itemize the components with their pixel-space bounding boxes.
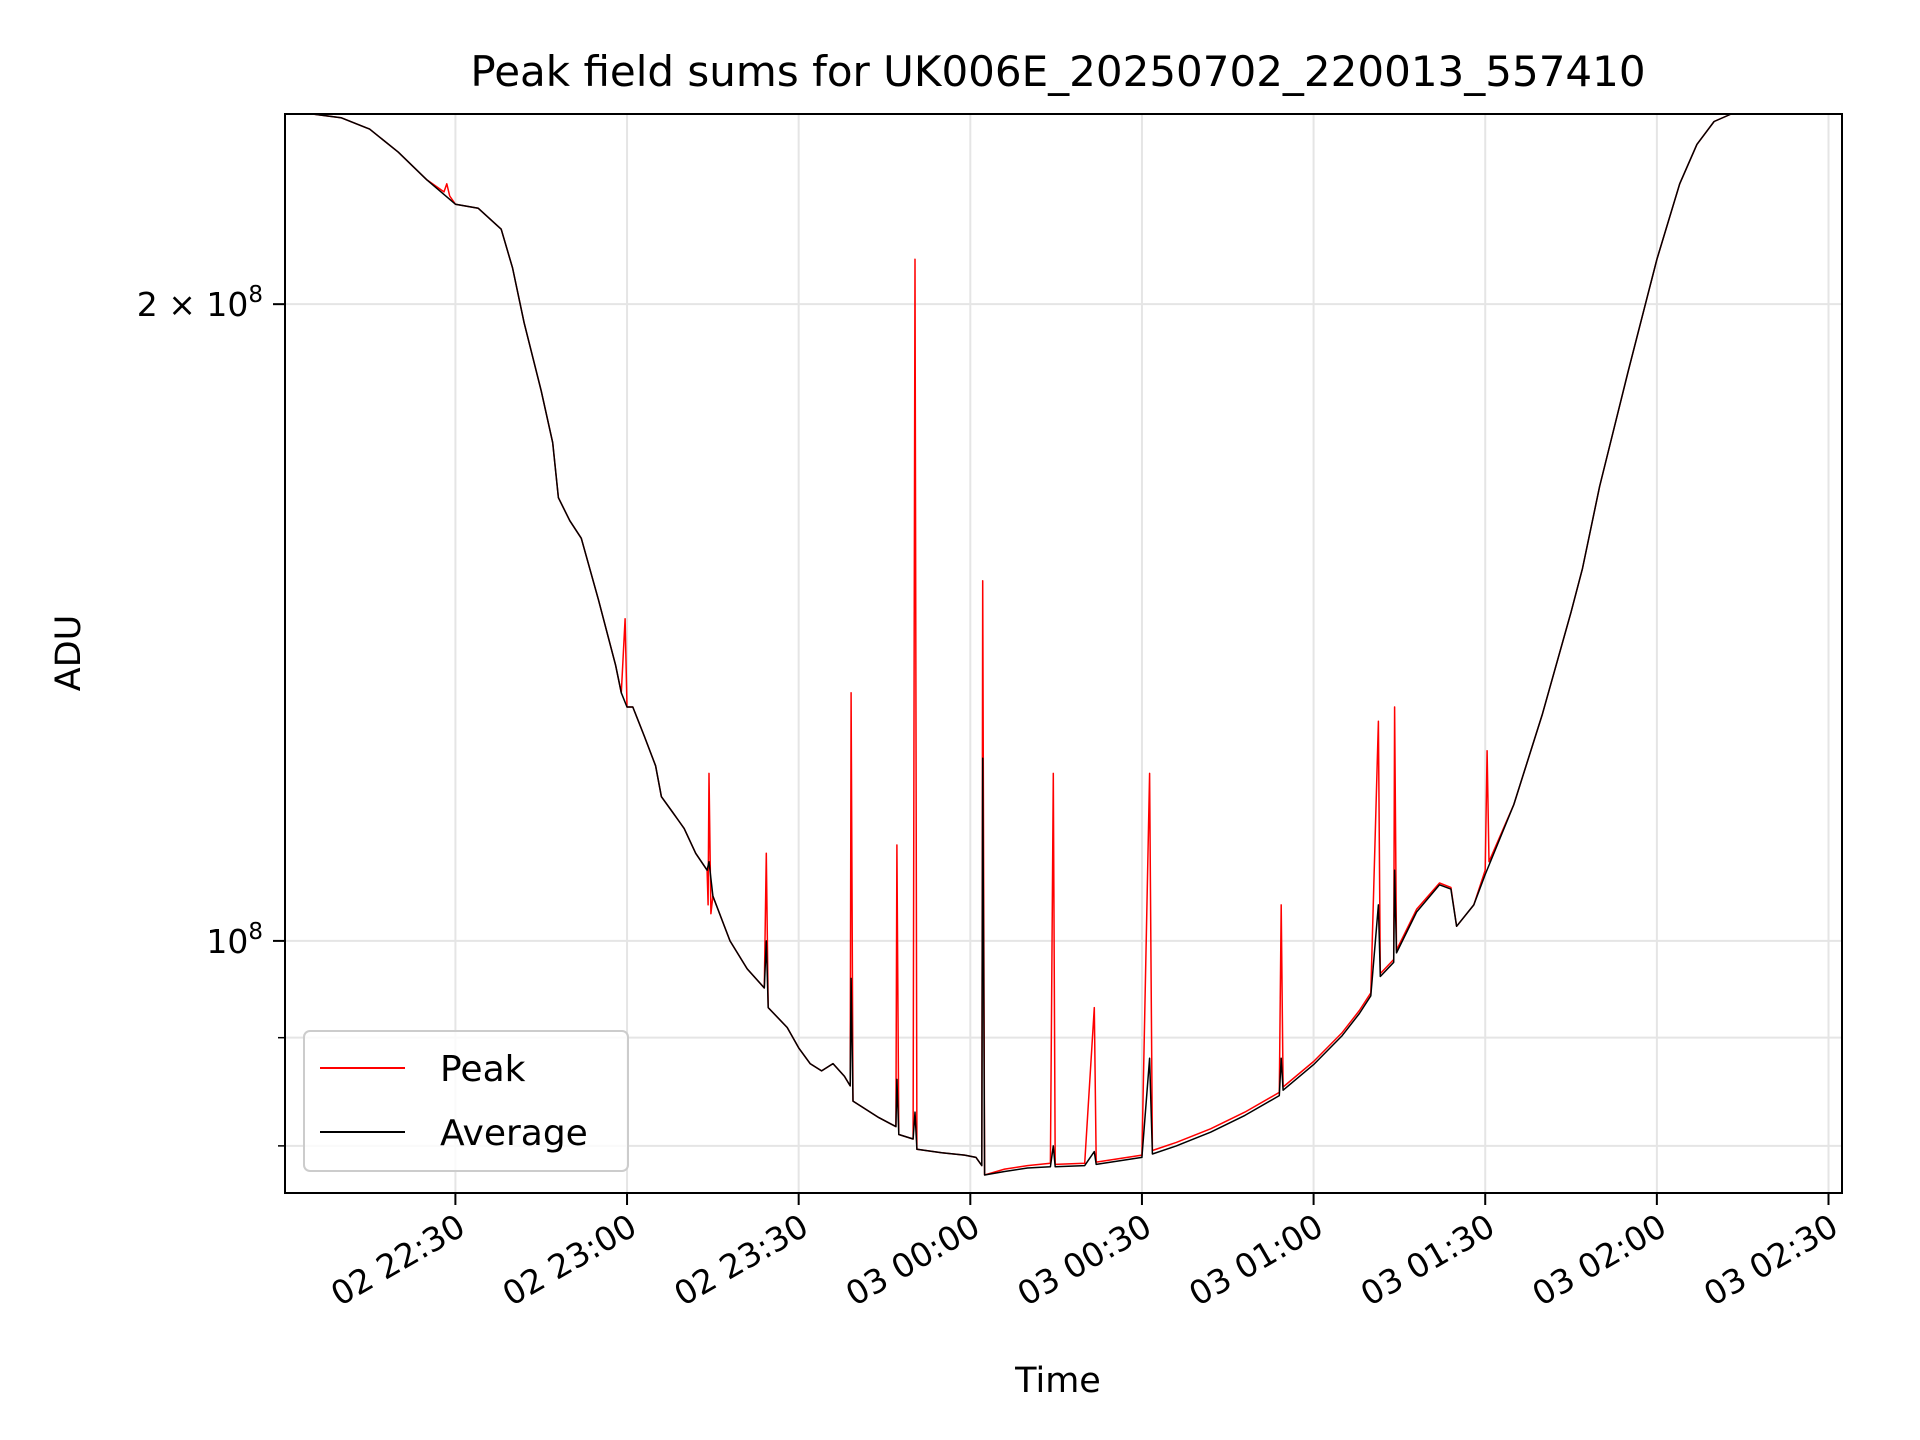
legend-box: [303, 1030, 629, 1172]
y-tick-label: 2 × 108: [137, 282, 263, 324]
plot-series: [285, 113, 1760, 1176]
series-line-average: [285, 113, 1760, 1176]
chart-title: Peak field sums for UK006E_20250702_2200…: [470, 47, 1645, 96]
y-axis-title: ADU: [49, 615, 89, 692]
grid: [285, 114, 1842, 1193]
legend: Peak Average: [303, 1030, 629, 1172]
x-axis-title: Time: [1014, 1361, 1101, 1401]
legend-label-peak: Peak: [440, 1049, 526, 1090]
plot-frame: [284, 113, 1843, 1194]
legend-label-average: Average: [440, 1113, 588, 1154]
